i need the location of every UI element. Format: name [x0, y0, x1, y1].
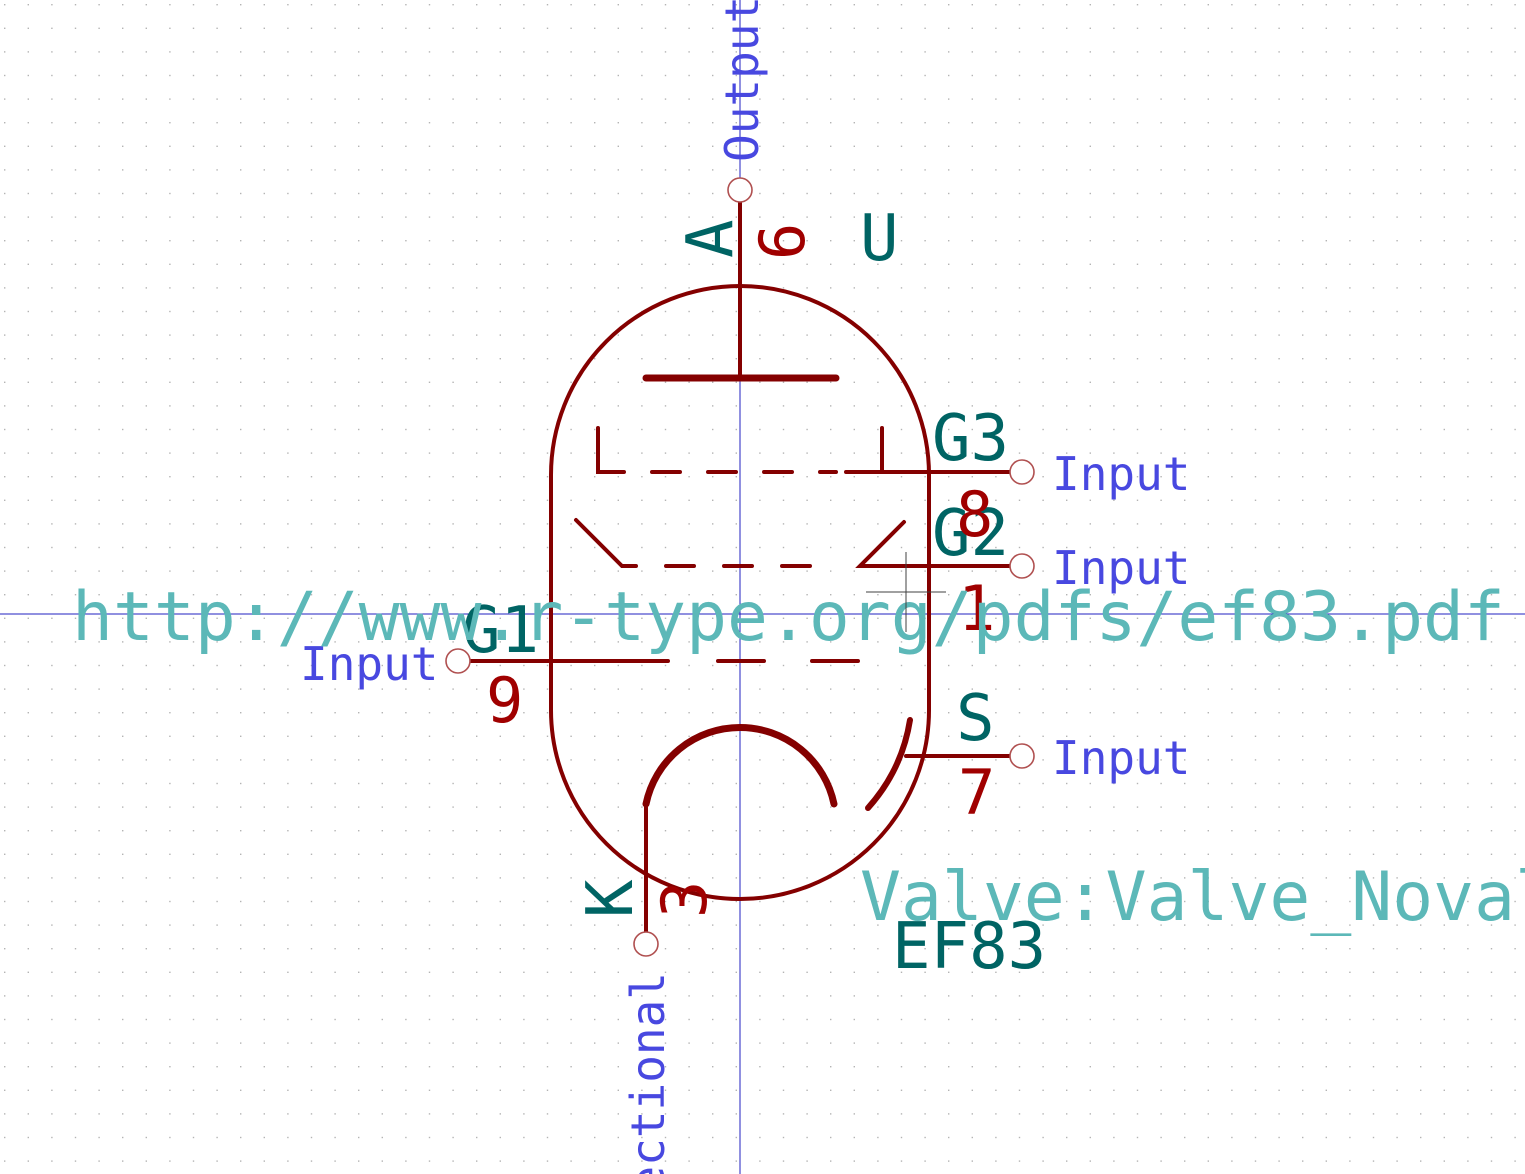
value-field[interactable]: EF83	[892, 910, 1046, 984]
pin-shield-number: 7	[958, 756, 995, 829]
datasheet-field[interactable]: http://www.r-type.org/pdfs/ef83.pdf	[72, 578, 1505, 657]
pin-g2-name: G2	[932, 497, 1009, 571]
pin-endpoints	[445, 177, 1035, 957]
envelope-outline	[549, 284, 931, 901]
shield-electrode	[865, 717, 913, 811]
pin-g1-number: 9	[486, 664, 523, 737]
pin-shield-name: S	[956, 682, 995, 756]
pin-g3-endpoint[interactable]	[1009, 459, 1035, 485]
pin-g3-name: G3	[932, 402, 1009, 476]
cathode-electrode	[642, 724, 838, 808]
valve-symbol[interactable]	[456, 188, 1024, 946]
pin-anode-endpoint[interactable]	[727, 177, 753, 203]
pin-g1-endpoint[interactable]	[445, 648, 471, 674]
pin-g2-endpoint[interactable]	[1009, 553, 1035, 579]
grid-dots	[4, 4, 1516, 1162]
pin-shield-endpoint[interactable]	[1009, 743, 1035, 769]
pin-g1-name: G1	[462, 594, 539, 668]
pin-cathode-endpoint[interactable]	[633, 931, 659, 957]
pin-cathode-name: K	[574, 879, 648, 918]
pin-cathode-number: 3	[648, 881, 721, 918]
g3-grid	[596, 426, 626, 474]
footprint-field[interactable]: Valve:Valve_Noval_	[860, 858, 1525, 937]
crosshair-cursor	[866, 552, 946, 632]
pin-g3-type: Input	[1052, 447, 1190, 501]
pin-g3-number: 8	[956, 478, 993, 551]
pin-g2-type: Input	[1052, 541, 1190, 595]
pin-anode-type: Output	[715, 0, 769, 162]
g3-grid-right	[844, 426, 1024, 474]
g2-grid-right	[855, 520, 1024, 568]
pin-anode-number: 6	[746, 223, 819, 260]
g2-grid-left	[574, 518, 638, 568]
reference-designator[interactable]: U	[860, 202, 899, 276]
pin-shield-type: Input	[1052, 731, 1190, 785]
pin-g1-type: Input	[300, 637, 438, 691]
pin-cathode-type: ectional	[621, 972, 675, 1174]
pin-anode-name: A	[674, 219, 748, 258]
pin-g2-number: 1	[958, 572, 995, 645]
